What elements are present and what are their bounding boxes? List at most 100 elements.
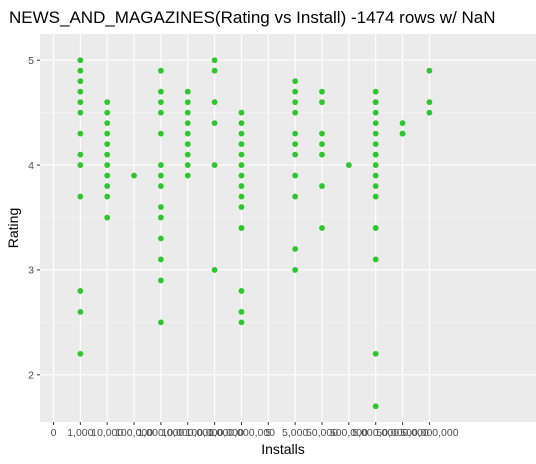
- data-point: [426, 99, 433, 106]
- x-tick-label: 100,000: [115, 427, 153, 439]
- y-tick-label: 4: [28, 160, 34, 172]
- data-point: [292, 78, 299, 85]
- data-point: [319, 141, 325, 148]
- data-point: [372, 162, 379, 168]
- data-point: [372, 88, 379, 95]
- data-point: [104, 130, 111, 137]
- data-point: [292, 109, 299, 116]
- data-point: [372, 99, 379, 106]
- data-point: [238, 319, 245, 326]
- data-point: [184, 151, 191, 158]
- x-axis-title: Installs: [261, 441, 305, 457]
- data-point: [184, 162, 191, 168]
- data-point: [426, 109, 433, 116]
- data-point: [104, 214, 111, 221]
- data-point: [319, 151, 325, 158]
- data-point: [292, 130, 299, 137]
- data-point: [104, 162, 111, 168]
- x-tick-label: 500,000,000: [400, 427, 459, 439]
- x-tick-label: 1,000,000,000: [208, 427, 275, 439]
- data-point: [77, 151, 84, 158]
- data-point: [372, 109, 379, 116]
- data-point: [372, 151, 379, 158]
- data-point: [211, 267, 218, 273]
- data-point: [238, 308, 245, 315]
- data-point: [77, 162, 84, 168]
- x-tick-label: 5,000,000: [352, 427, 399, 439]
- data-point: [158, 204, 164, 210]
- data-point: [77, 130, 84, 137]
- data-point: [319, 130, 325, 137]
- data-point: [104, 109, 111, 116]
- data-point: [345, 162, 352, 168]
- data-point: [319, 88, 325, 95]
- data-point: [77, 308, 84, 315]
- data-point: [104, 141, 111, 148]
- data-point: [372, 193, 379, 200]
- data-point: [104, 172, 111, 179]
- data-point: [158, 256, 164, 263]
- data-point: [292, 172, 299, 179]
- data-point: [158, 88, 164, 95]
- data-point: [238, 130, 245, 137]
- x-axis-ticks: 0 1,00010,000100,0001,000,00010,000,00010…: [51, 422, 459, 439]
- data-point: [158, 99, 164, 106]
- y-tick-label: 2: [28, 370, 34, 382]
- x-tick-label: 5,000: [282, 427, 308, 439]
- data-point: [292, 151, 299, 158]
- data-point: [372, 141, 379, 148]
- data-points: [77, 57, 433, 410]
- data-point: [238, 162, 245, 168]
- x-tick-label: 50,000,000: [376, 427, 429, 439]
- x-tick-label: 1,000,000: [138, 427, 185, 439]
- x-tick-label: 100,000,000: [185, 427, 244, 439]
- data-point: [104, 99, 111, 106]
- data-point: [211, 57, 218, 64]
- data-point: [158, 172, 164, 179]
- data-point: [104, 193, 111, 200]
- data-point: [372, 183, 379, 189]
- data-point: [77, 109, 84, 116]
- data-point: [211, 120, 218, 127]
- x-tick-label: 50,000: [306, 427, 338, 439]
- y-tick-label: 3: [28, 265, 34, 277]
- data-point: [238, 288, 245, 294]
- x-tick-label: 1,000: [67, 427, 93, 439]
- data-point: [104, 151, 111, 158]
- data-point: [292, 88, 299, 95]
- data-point: [238, 225, 245, 231]
- data-point: [238, 204, 245, 210]
- data-point: [372, 225, 379, 231]
- data-point: [399, 130, 406, 137]
- data-point: [238, 183, 245, 189]
- data-point: [77, 288, 84, 294]
- data-point: [238, 141, 245, 148]
- data-point: [158, 67, 164, 74]
- data-point: [158, 130, 164, 137]
- data-point: [238, 120, 245, 127]
- data-point: [77, 78, 84, 85]
- data-point: [77, 57, 84, 64]
- data-point: [399, 120, 406, 127]
- data-point: [292, 267, 299, 273]
- data-point: [77, 67, 84, 74]
- data-point: [211, 67, 218, 74]
- data-point: [372, 256, 379, 263]
- data-point: [238, 172, 245, 179]
- data-point: [319, 183, 325, 189]
- data-point: [158, 235, 164, 242]
- data-point: [426, 67, 433, 74]
- data-point: [292, 193, 299, 200]
- data-point: [184, 141, 191, 148]
- data-point: [104, 120, 111, 127]
- x-tick-label: 500,000: [330, 427, 368, 439]
- data-point: [158, 277, 164, 284]
- data-point: [158, 183, 164, 189]
- data-point: [238, 151, 245, 158]
- y-axis-title: Rating: [5, 208, 21, 248]
- data-point: [372, 350, 379, 357]
- x-tick-label: 0: [51, 427, 57, 439]
- data-point: [104, 183, 111, 189]
- data-point: [372, 120, 379, 127]
- data-point: [238, 109, 245, 116]
